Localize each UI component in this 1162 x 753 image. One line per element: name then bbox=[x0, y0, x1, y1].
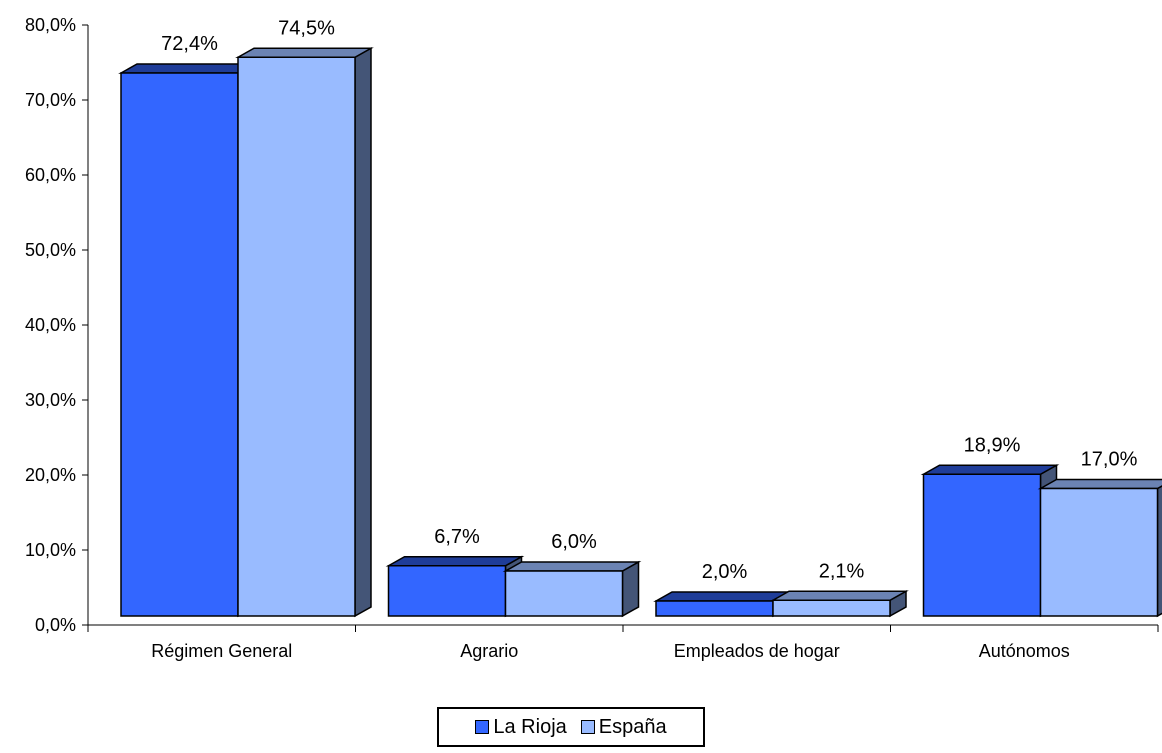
bar-side bbox=[354, 46, 372, 618]
data-label: 74,5% bbox=[278, 17, 335, 39]
data-label: 2,0% bbox=[702, 561, 748, 583]
y-tick-label: 0,0% bbox=[35, 615, 76, 635]
labels: Régimen General Agrario Empleados de hogar… bbox=[151, 17, 1137, 661]
legend-swatch-series-1 bbox=[475, 720, 490, 734]
legend-label-series-2: España bbox=[598, 715, 667, 738]
category-label: Régimen General bbox=[151, 641, 292, 661]
legend-item-series-2: España bbox=[580, 715, 667, 739]
y-tick-label: 10,0% bbox=[25, 540, 76, 560]
bar-chart: 0,0% 10,0% 20,0% 30,0% 40,0% 50,0% 60,0% 70,0% 8… bbox=[25, 15, 1162, 661]
data-label: 6,0% bbox=[551, 531, 597, 553]
legend-item-series-1: La Rioja bbox=[475, 715, 567, 739]
data-label: 72,4% bbox=[161, 33, 218, 55]
axes: 0,0% 10,0% 20,0% 30,0% 40,0% 50,0% 60,0% 70,0% 8… bbox=[25, 15, 1159, 635]
y-tick-label: 40,0% bbox=[25, 315, 76, 335]
category-label: Empleados de hogar bbox=[674, 641, 840, 661]
data-label: 2,1% bbox=[819, 560, 865, 582]
bar-top bbox=[118, 63, 257, 74]
bar-front bbox=[387, 565, 507, 617]
legend-label-series-1: La Rioja bbox=[493, 715, 567, 738]
data-label: 17,0% bbox=[1081, 449, 1138, 471]
bar-front bbox=[504, 570, 624, 617]
bar bbox=[385, 555, 525, 618]
bar-front bbox=[922, 473, 1042, 617]
bar bbox=[920, 463, 1060, 618]
bar-top bbox=[653, 591, 792, 602]
bar bbox=[1037, 478, 1162, 618]
y-tick-label: 60,0% bbox=[25, 165, 76, 185]
bar-top bbox=[770, 590, 909, 601]
bar-front bbox=[1039, 487, 1159, 617]
bar-front bbox=[772, 599, 891, 617]
y-tick-label: 80,0% bbox=[25, 15, 76, 35]
bar bbox=[770, 589, 909, 618]
bar bbox=[118, 62, 257, 618]
y-tick-label: 70,0% bbox=[25, 90, 76, 110]
legend: La Rioja España bbox=[437, 707, 705, 747]
category-label: Agrario bbox=[460, 641, 518, 661]
bar bbox=[653, 590, 792, 618]
bar-top bbox=[235, 47, 374, 58]
category-label: Autónomos bbox=[979, 641, 1070, 661]
bar bbox=[235, 46, 374, 618]
bars bbox=[118, 46, 1162, 618]
bar-front bbox=[655, 600, 774, 617]
bar-front bbox=[120, 72, 239, 617]
data-label: 18,9% bbox=[964, 434, 1021, 456]
y-tick-label: 20,0% bbox=[25, 465, 76, 485]
bar bbox=[502, 560, 642, 618]
data-label: 6,7% bbox=[434, 526, 480, 548]
legend-swatch-series-2 bbox=[580, 720, 595, 734]
y-tick-label: 50,0% bbox=[25, 240, 76, 260]
bar-top bbox=[385, 556, 525, 567]
bar-top bbox=[1037, 478, 1162, 490]
y-tick-label: 30,0% bbox=[25, 390, 76, 410]
bar-top bbox=[502, 561, 642, 572]
bar-top bbox=[920, 464, 1060, 475]
bar-front bbox=[237, 56, 356, 617]
